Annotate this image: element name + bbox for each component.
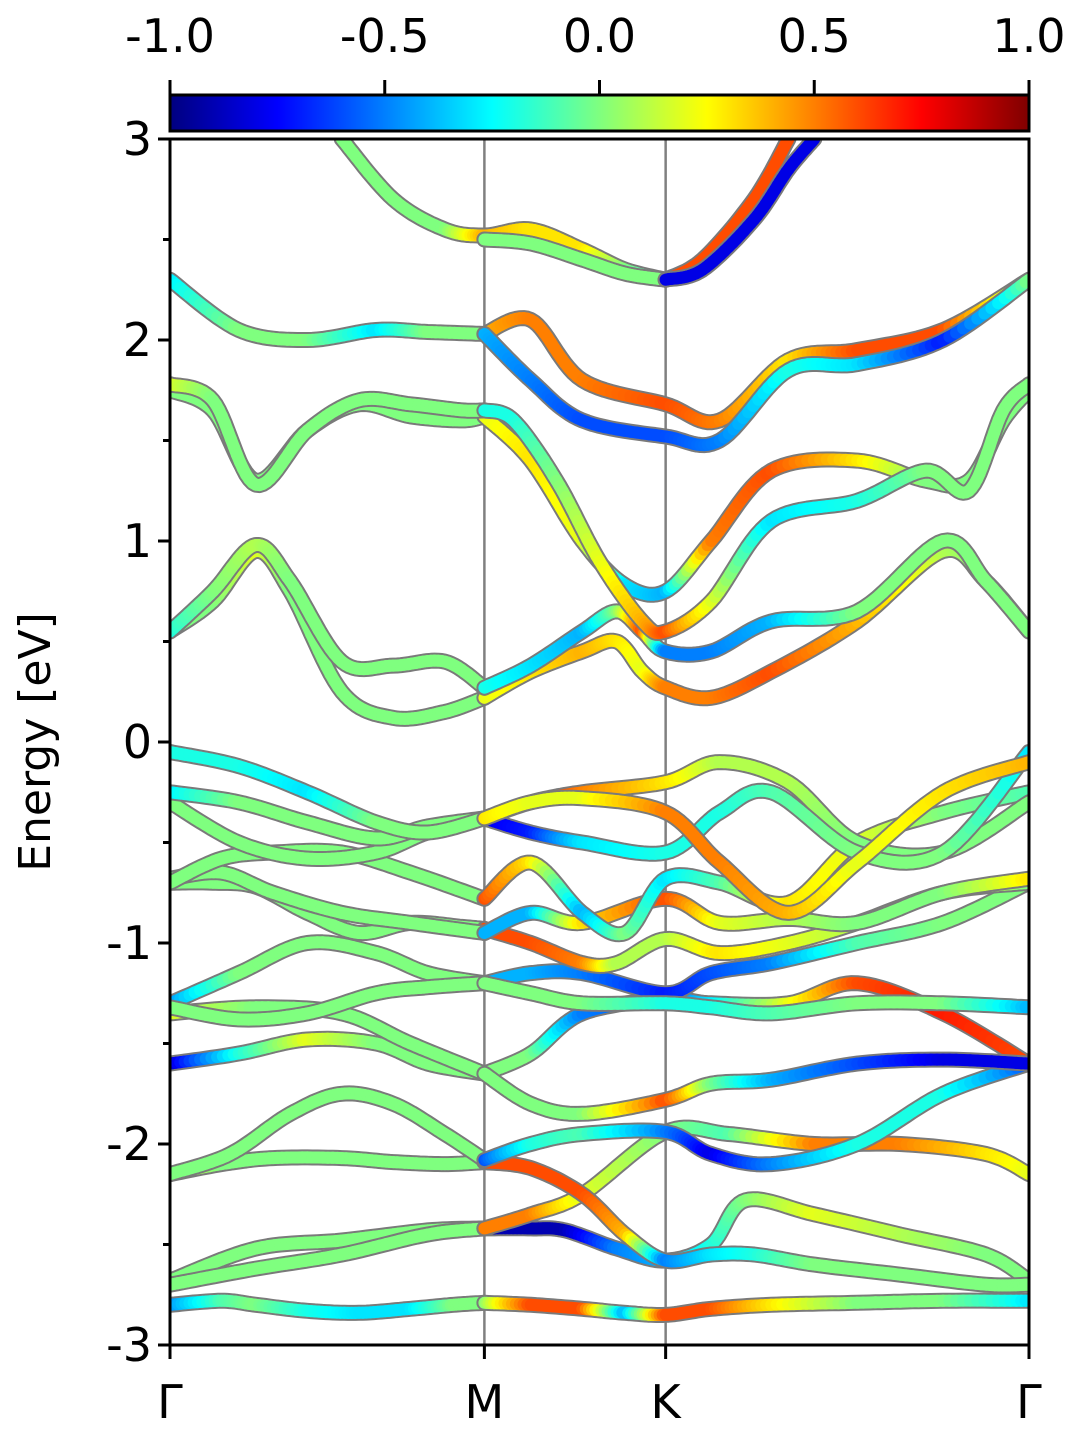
plot-area: 3 2 1 0 -1 -2 -3 Γ M K Γ Energy [eV] [10,112,1042,1429]
band-1 [476,1292,1029,1323]
band-33 [476,532,1029,696]
band-0 [170,1292,493,1321]
colorbar: -1.0 -0.5 0.0 0.5 1.0 [125,9,1066,133]
band-29 [476,754,1029,921]
y-axis-label: Energy [eV] [10,612,61,872]
colorbar-tick-label: -0.5 [340,9,430,63]
colorbar-tick-label: 1.0 [992,9,1065,63]
bands [170,139,1029,1323]
band-17 [476,975,1029,1022]
y-tick-label: -3 [106,1318,152,1372]
y-tick-label: -1 [106,916,152,970]
band-13 [476,1051,1029,1122]
band-16 [170,975,493,1028]
colorbar-ticks: -1.0 -0.5 0.0 0.5 1.0 [125,9,1066,95]
y-tick-label: 3 [123,112,152,166]
band-8 [170,1085,493,1183]
y-tick-label: -2 [106,1117,152,1171]
band-3 [170,1220,493,1293]
y-tick-label: 1 [123,514,152,568]
band-20 [170,864,493,941]
band-41 [333,139,674,288]
band-38 [170,271,493,348]
colorbar-tick-label: 0.5 [778,9,851,63]
band-36 [170,376,493,494]
kpoint-label: K [651,1375,683,1429]
colorbar-tick-label: 0.0 [563,9,636,63]
band-44 [657,139,823,288]
band-28 [170,744,493,841]
colorbar-tick-label: -1.0 [125,9,215,63]
kpoint-label: M [465,1375,505,1429]
band-42 [476,231,674,288]
band-outline [333,139,674,288]
kpoint-label: Γ [1016,1375,1042,1429]
band-7 [476,1154,1029,1294]
y-tick-label: 2 [123,313,152,367]
y-axis-ticks: 3 2 1 0 -1 -2 -3 [106,112,170,1372]
y-tick-label: 0 [123,715,152,769]
band-15 [476,874,1029,1002]
band-27 [476,744,1029,871]
band-37 [476,376,1029,641]
band-9 [476,1055,1029,1173]
band-32 [170,537,493,696]
band-40 [476,271,1029,454]
kpoint-label: Γ [157,1375,183,1429]
colorbar-bar [168,93,1031,133]
